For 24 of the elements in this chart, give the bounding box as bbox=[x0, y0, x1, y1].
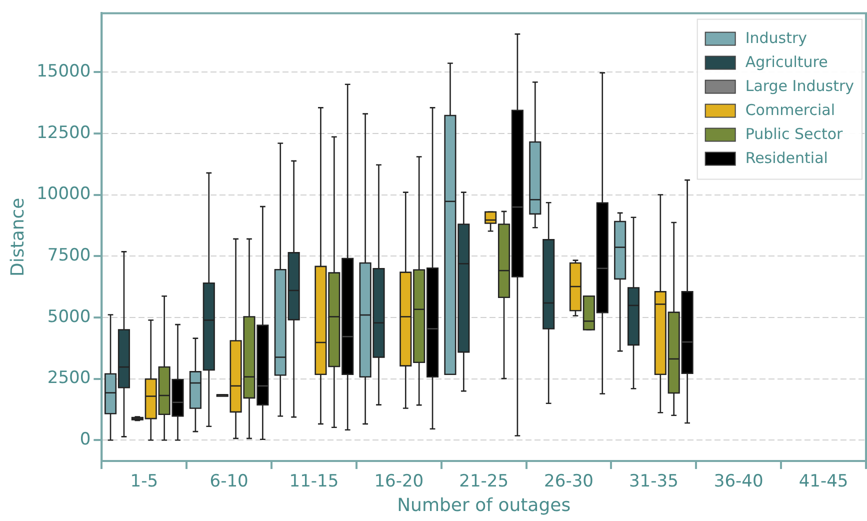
x-axis-title: Number of outages bbox=[397, 494, 571, 516]
x-tick-label: 16-20 bbox=[374, 472, 424, 492]
legend-label: Commercial bbox=[745, 101, 836, 120]
legend-label: Agriculture bbox=[745, 53, 828, 72]
y-tick-label: 2500 bbox=[47, 368, 91, 388]
x-tick-label: 21-25 bbox=[459, 472, 509, 492]
y-tick-label: 0 bbox=[80, 430, 91, 450]
legend-label: Large Industry bbox=[745, 77, 854, 96]
x-tick-label: 36-40 bbox=[714, 472, 764, 492]
x-tick-label: 11-15 bbox=[289, 472, 339, 492]
y-tick-label: 7500 bbox=[47, 246, 91, 266]
legend-label: Industry bbox=[745, 29, 808, 48]
y-tick-label: 10000 bbox=[36, 184, 91, 204]
y-tick-label: 5000 bbox=[47, 306, 91, 327]
x-tick-label: 26-30 bbox=[544, 472, 594, 492]
legend-label: Public Sector bbox=[745, 125, 844, 144]
y-tick-label: 12500 bbox=[36, 122, 91, 143]
x-tick-label: 6-10 bbox=[210, 472, 248, 492]
y-tick-label: 15000 bbox=[36, 62, 91, 82]
x-tick-label: 31-35 bbox=[628, 472, 678, 492]
y-axis-title: Distance bbox=[7, 198, 28, 276]
x-tick-label: 41-45 bbox=[798, 472, 848, 492]
x-tick-label: 1-5 bbox=[130, 472, 158, 492]
legend-label: Residential bbox=[745, 149, 828, 168]
